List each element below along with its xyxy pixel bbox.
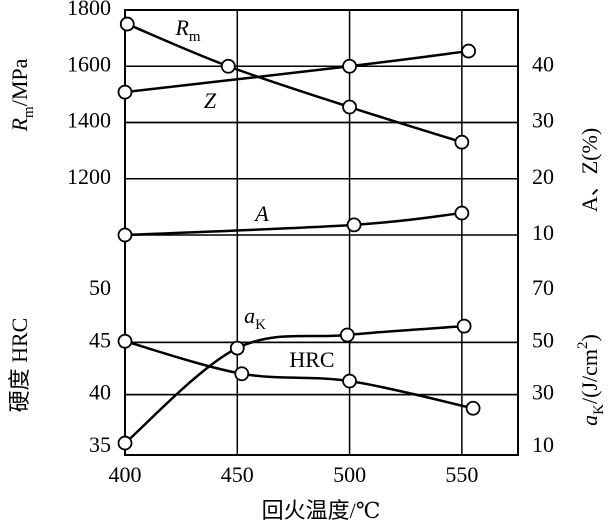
series-name-sub: K xyxy=(255,317,266,333)
y-tick-label: 45 xyxy=(89,327,111,352)
y-tick-label: 35 xyxy=(89,432,111,457)
data-point xyxy=(346,217,362,233)
y2-tick-label: 50 xyxy=(532,327,554,352)
y-tick-label: 1600 xyxy=(67,51,111,76)
label-part: 2 xyxy=(575,341,591,349)
label-part: /(J/cm xyxy=(577,349,602,404)
series-line xyxy=(124,324,465,445)
x-tick-label: 450 xyxy=(221,462,254,487)
label-part: /MPa xyxy=(7,58,32,106)
series-label: HRC xyxy=(289,347,334,372)
series-name: a xyxy=(244,303,255,328)
series-line xyxy=(126,22,463,144)
y2-tick-label: 10 xyxy=(532,432,554,457)
y-tick-label: 1800 xyxy=(67,0,111,20)
series-line xyxy=(124,49,469,94)
y2-tick-label: 40 xyxy=(532,51,554,76)
data-point xyxy=(339,327,355,343)
y2-tick-label: 30 xyxy=(532,108,554,133)
series-label: Rm xyxy=(174,15,200,45)
data-point xyxy=(342,99,357,115)
series-name-sub: m xyxy=(189,29,201,45)
axis-label: A、Z(%) xyxy=(577,128,602,212)
data-point xyxy=(342,58,357,74)
label-part: K xyxy=(591,404,607,415)
x-tick-label: 500 xyxy=(333,462,366,487)
series-label: A xyxy=(253,201,269,226)
y2-tick-label: 30 xyxy=(532,380,554,405)
data-point xyxy=(117,227,133,243)
data-point xyxy=(456,318,472,334)
data-point xyxy=(342,373,357,389)
data-point xyxy=(461,43,476,59)
series-name: HRC xyxy=(289,347,334,372)
data-point xyxy=(117,333,133,349)
data-point xyxy=(465,400,481,416)
y-tick-label: 1200 xyxy=(67,164,111,189)
label-part: a xyxy=(577,415,602,426)
series-name: Z xyxy=(204,88,217,113)
data-point xyxy=(454,134,470,150)
series-label: aK xyxy=(244,303,266,333)
data-point xyxy=(229,340,245,356)
series-name: A xyxy=(253,201,269,226)
x-tick-label: 400 xyxy=(109,462,142,487)
axis-label: aK/(J/cm2) xyxy=(575,334,607,426)
y-tick-label: 1400 xyxy=(67,108,111,133)
data-point xyxy=(220,58,236,74)
data-point xyxy=(234,366,250,382)
x-axis-label: 回火温度/℃ xyxy=(262,498,381,523)
label-part: 硬度 HRC xyxy=(7,318,32,413)
y2-tick-label: 70 xyxy=(532,275,554,300)
series-line xyxy=(124,211,462,237)
label-part: m xyxy=(21,106,37,118)
y2-tick-label: 20 xyxy=(532,164,554,189)
y-tick-label: 50 xyxy=(89,275,111,300)
label-part: ) xyxy=(577,334,602,341)
axis-label: Rm/MPa xyxy=(7,58,37,132)
data-point xyxy=(117,435,133,451)
axis-label: 硬度 HRC xyxy=(7,318,32,413)
y2-tick-label: 10 xyxy=(532,220,554,245)
y-tick-label: 40 xyxy=(89,380,111,405)
label-part: R xyxy=(7,117,32,132)
data-point xyxy=(454,205,470,221)
data-point xyxy=(117,84,133,100)
data-point xyxy=(119,16,135,32)
x-tick-label: 550 xyxy=(445,462,478,487)
series-label: Z xyxy=(204,88,217,113)
series-name: R xyxy=(174,15,189,40)
series-line xyxy=(124,340,474,410)
